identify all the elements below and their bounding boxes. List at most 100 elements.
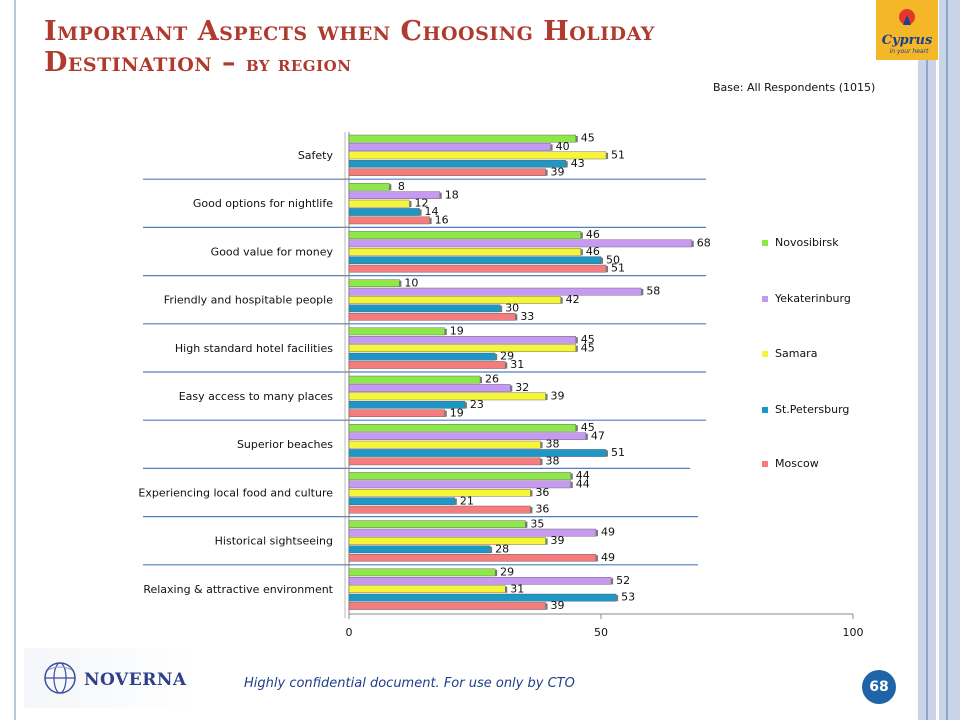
cyprus-logo: Cyprus in your heart [876,0,938,60]
bar [348,392,546,401]
bar [348,264,607,273]
legend-label-yekaterinburg: Yekaterinburg [775,292,851,305]
bar-side [585,433,588,440]
data-label: 39 [551,390,565,403]
bar [348,336,577,344]
bar [348,472,571,480]
legend-item-moscow: Moscow [762,457,902,471]
bar [348,151,607,160]
bar-side [510,385,513,392]
legend-item-st-petersburg: St.Petersburg [762,403,902,417]
data-label: 39 [551,534,565,547]
bar-side [606,152,609,159]
slide-title: Important Aspects when Choosing Holiday … [44,16,824,79]
bar [348,537,546,545]
bar [348,313,516,321]
bar [348,352,496,361]
data-label: 31 [510,358,524,371]
bar-side [575,345,578,352]
category-label: Good value for money [211,245,334,258]
title-line-2: Destination – by region [44,47,824,79]
right-band-stripe-1 [926,0,928,720]
bar [348,327,445,336]
bar-side [580,249,583,256]
data-label: 53 [621,591,635,604]
bar [348,143,551,151]
data-label: 39 [551,599,565,612]
left-border-line [14,0,16,720]
data-label: 42 [566,293,580,306]
bar [348,168,546,177]
data-label: 10 [404,276,418,289]
data-label: 49 [601,526,615,539]
data-label: 30 [505,302,519,315]
legend-swatch-yekaterinburg [762,296,768,302]
data-label: 39 [551,165,565,178]
bar [348,585,506,593]
data-label: 44 [576,469,590,482]
bar-side [439,192,442,199]
confidential-footer: Highly confidential document. For use on… [244,676,575,691]
bar-side [444,410,447,417]
data-label: 52 [616,574,630,587]
bar [348,545,491,554]
bar-side [480,377,483,384]
data-label: 38 [546,455,560,468]
bar [348,344,577,353]
category-label: Good options for nightlife [193,197,333,210]
data-label: 50 [606,253,620,266]
bar [348,568,496,577]
category-label: Safety [298,149,334,162]
legend-label-samara: Samara [775,347,818,360]
legend-swatch-st-petersburg [762,407,768,413]
bar-side [570,473,573,480]
bar-side [595,530,598,537]
bar-side [495,354,498,361]
cyprus-logo-mark: Cyprus in your heart [882,9,933,55]
data-label: 43 [571,157,585,170]
category-label: Friendly and hospitable people [164,294,333,307]
bar [348,134,577,143]
right-band-stripe-3 [946,0,948,720]
data-label: 47 [591,429,605,442]
bar-side [606,266,609,273]
legend-swatch-samara [762,351,768,357]
bar-side [530,507,533,514]
bar [348,231,582,239]
legend-label-st-petersburg: St.Petersburg [775,403,850,416]
category-label: Historical sightseeing [215,535,333,548]
data-label: 36 [535,503,549,516]
bar-side [444,328,447,335]
data-label: 28 [495,543,509,556]
bar-side [500,305,503,312]
bar-side [454,498,457,505]
base-note: Base: All Respondents (1015) [713,81,876,94]
bar-side [595,555,598,562]
title-line-1: Important Aspects when Choosing Holiday [44,16,655,47]
bar [348,577,612,585]
bar-side [606,450,609,457]
data-label: 14 [425,205,439,218]
title-line-2-main: Destination – [44,47,246,78]
bar-side [545,393,548,400]
legend-item-novosibirsk: Novosibirsk [762,236,902,250]
data-label: 19 [450,406,464,419]
bar [348,409,445,418]
data-label: 16 [435,214,449,227]
right-decorative-band [918,0,960,720]
bar [348,216,430,225]
data-label: 40 [556,140,570,153]
data-label: 45 [581,132,595,145]
bar [348,296,561,304]
legend-swatch-novosibirsk [762,240,768,246]
noverna-globe-icon [44,662,76,694]
bar [348,520,526,528]
bar [348,239,692,248]
data-label: 23 [470,398,484,411]
data-label: 12 [414,197,428,210]
data-label: 21 [460,494,474,507]
data-label: 19 [450,325,464,338]
bar [348,401,466,409]
data-label: 58 [646,285,660,298]
